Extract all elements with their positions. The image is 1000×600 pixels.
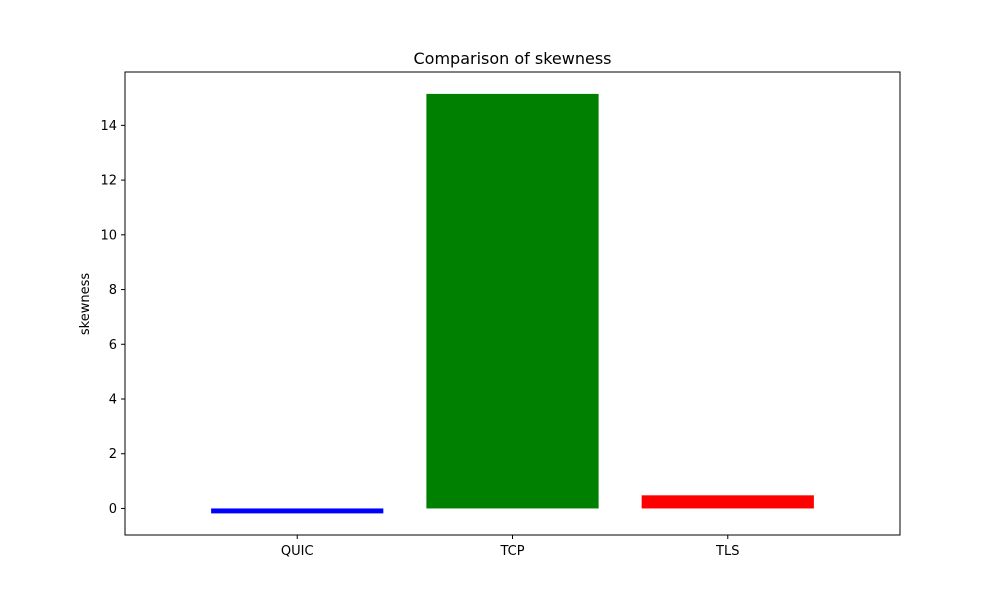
- x-tick-label: TCP: [499, 544, 524, 559]
- y-tick-label: 2: [109, 447, 117, 462]
- y-tick-label: 0: [109, 502, 117, 517]
- bar-tcp: [426, 93, 599, 509]
- y-tick-label: 12: [100, 174, 117, 189]
- x-tick-label: TLS: [715, 544, 739, 559]
- y-axis: 0 2 4 6 8 10 12 14: [100, 119, 125, 517]
- y-tick-label: 10: [100, 228, 117, 243]
- y-tick-label: 14: [100, 119, 117, 134]
- y-tick-label: 8: [109, 283, 117, 298]
- x-tick-label: QUIC: [281, 544, 314, 559]
- bar-tls: [641, 495, 814, 509]
- bars-group: [211, 93, 814, 514]
- y-axis-title: skewness: [78, 273, 93, 335]
- y-tick-label: 6: [109, 338, 117, 353]
- bar-quic: [211, 508, 384, 514]
- y-tick-label: 4: [109, 393, 117, 408]
- chart-title: Comparison of skewness: [413, 49, 611, 68]
- plot-area-frame: [124, 71, 901, 536]
- x-axis: QUIC TCP TLS: [281, 535, 739, 559]
